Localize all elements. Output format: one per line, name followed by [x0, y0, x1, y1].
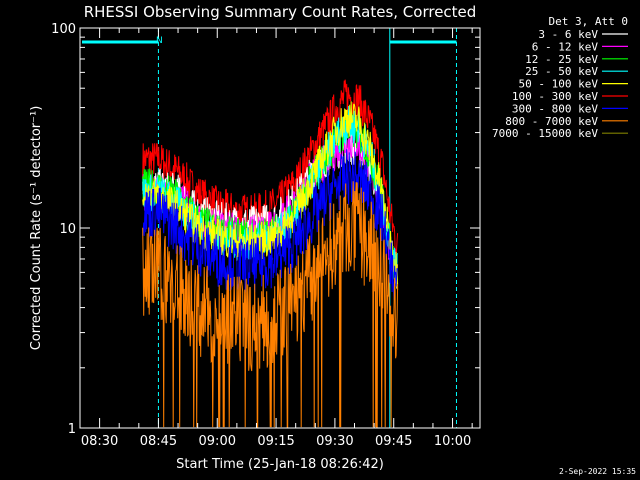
legend-label: 7000 - 15000 keV — [492, 127, 598, 140]
y-tick-label: 100 — [51, 22, 76, 37]
x-tick-label: 08:30 — [81, 434, 118, 449]
axes: 1 10 100 08:30 08:45 09:00 09:15 09:30 09:45 10:0… — [51, 22, 481, 449]
x-tick-label: 09:15 — [257, 434, 294, 449]
legend-title: Det 3, Att 0 — [549, 15, 628, 28]
chart-title: RHESSI Observing Summary Count Rates, Co… — [84, 3, 477, 21]
timestamp: 2-Sep-2022 15:35 — [559, 467, 636, 476]
series-line-800-7000keV — [142, 181, 399, 428]
legend-label: 6 - 12 keV — [532, 40, 599, 53]
legend-label: 800 - 7000 keV — [505, 115, 598, 128]
legend-label: 25 - 50 keV — [525, 65, 598, 78]
y-tick-label: 1 — [68, 422, 76, 437]
legend-label: 100 - 300 keV — [512, 90, 598, 103]
legend-label: 3 - 6 keV — [538, 28, 598, 41]
x-tick-label: 09:00 — [199, 434, 236, 449]
legend-label: 50 - 100 keV — [519, 78, 599, 91]
plot-area — [79, 28, 457, 428]
y-tick-label: 10 — [59, 222, 76, 237]
x-tick-label: 10:00 — [434, 434, 471, 449]
series-line-50-100keV — [142, 101, 399, 291]
night-marker: N — [156, 36, 163, 46]
series-line-300-800keV — [142, 149, 399, 300]
y-axis-label: Corrected Count Rate (s⁻¹ detector⁻¹) — [29, 106, 44, 351]
x-tick-label: 09:45 — [375, 434, 412, 449]
x-axis-label: Start Time (25-Jan-18 08:26:42) — [176, 457, 384, 472]
legend-label: 300 - 800 keV — [512, 102, 598, 115]
legend-label: 12 - 25 keV — [525, 53, 598, 66]
x-tick-label: 08:45 — [140, 434, 177, 449]
x-tick-label: 09:30 — [316, 434, 353, 449]
